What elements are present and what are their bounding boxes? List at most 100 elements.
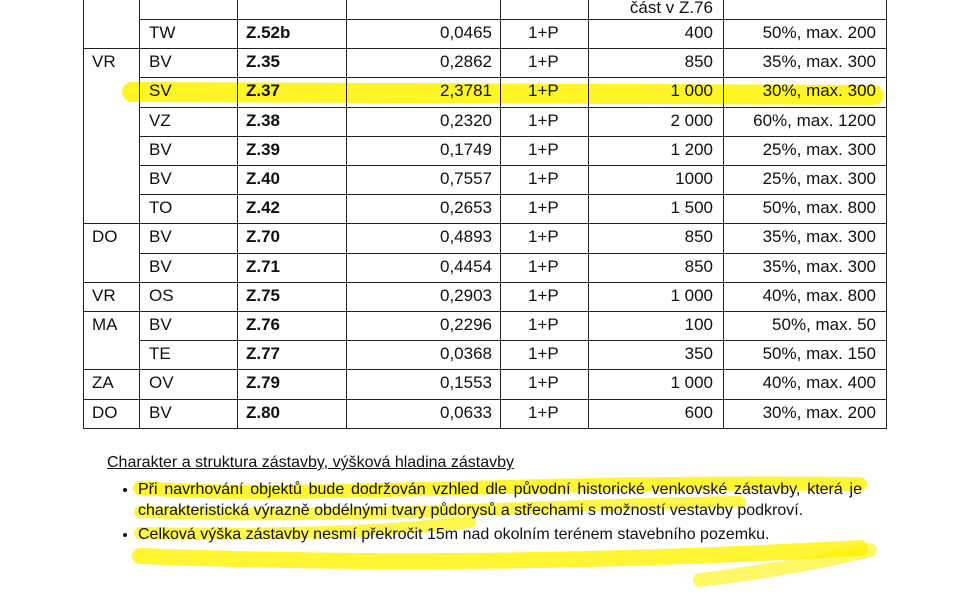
- cell-text: 1+P: [528, 81, 559, 101]
- cell-text: BV: [149, 169, 172, 188]
- table-line: [83, 0, 84, 428]
- cell-text: Z.70: [246, 227, 281, 247]
- table-line: [83, 311, 887, 312]
- cell-text: 1 000: [670, 81, 713, 101]
- cell-text: 0,0465: [440, 23, 492, 42]
- bullet: Celková výška zástavby nesmí překročit 1…: [138, 524, 862, 545]
- cell-text: 0,0633: [440, 402, 492, 422]
- cell-text: BV: [149, 315, 172, 334]
- cell-text: Z.79: [246, 373, 281, 393]
- table-line: [237, 0, 238, 428]
- table-line: [139, 194, 887, 196]
- cell-text: VR: [92, 285, 116, 305]
- cell-text: 30%, max. 200: [762, 402, 876, 422]
- cell-text: TO: [149, 198, 173, 218]
- cell-text: SV: [149, 81, 172, 101]
- cell-text: 1 200: [670, 139, 713, 159]
- cell-text: 1+P: [528, 169, 559, 188]
- cell-text: 0,4454: [440, 256, 492, 276]
- cell-text: Z.75: [246, 285, 281, 305]
- cell-text: ZA: [92, 373, 114, 393]
- table-line: [139, 252, 887, 254]
- bullet-list: Při navrhování objektů bude dodržován vz…: [113, 479, 862, 548]
- cell-text: 50%, max. 50: [772, 315, 876, 334]
- cell-text: 35%, max. 300: [762, 227, 876, 247]
- cell-text: 1+P: [528, 315, 559, 334]
- table-line: [139, 77, 887, 79]
- cell-text: MA: [92, 315, 118, 334]
- table-line: [886, 0, 887, 428]
- cell-text: DO: [92, 402, 118, 422]
- cell-text: 1+P: [528, 139, 559, 159]
- cell-text: 0,2653: [440, 198, 492, 218]
- cell-text: 1+P: [528, 23, 559, 42]
- table-line: [139, 106, 887, 108]
- table-line: [723, 0, 724, 428]
- cell-text: 100: [684, 315, 713, 334]
- cell-text: 25%, max. 300: [762, 139, 876, 159]
- cell-text: 350: [684, 344, 713, 364]
- cell-text: 1+P: [528, 110, 559, 130]
- cell-text: 1 000: [670, 373, 713, 393]
- cell-text: 40%, max. 400: [762, 373, 876, 393]
- table-line: [83, 223, 887, 225]
- table-line: [83, 398, 887, 400]
- cell-text: BV: [149, 256, 172, 276]
- cell-text: 0,1749: [440, 139, 492, 159]
- cell-text: 50%, max. 150: [762, 344, 876, 364]
- cell-text: 1 000: [670, 285, 713, 305]
- cell-text: 1 500: [670, 198, 713, 218]
- table-line: [588, 0, 589, 428]
- cell-text: 850: [684, 227, 713, 247]
- cell-text: 1000: [675, 169, 713, 188]
- cell-text: 35%, max. 300: [762, 52, 876, 72]
- cell-text: Z.76: [246, 315, 281, 334]
- cell-text: Z.71: [246, 256, 281, 276]
- cell-text: Z.40: [246, 169, 281, 188]
- cell-text: 600: [684, 402, 713, 422]
- cell-text: 60%, max. 1200: [753, 110, 876, 130]
- cell-text: 1+P: [528, 52, 559, 72]
- table-line: [83, 281, 887, 283]
- cell-text: 25%, max. 300: [762, 169, 876, 188]
- cell-text: 1+P: [528, 344, 559, 364]
- cell-text: 0,7557: [440, 169, 492, 188]
- cell-text: VR: [92, 52, 116, 72]
- bullet: Při navrhování objektů bude dodržován vz…: [138, 479, 862, 521]
- cell-text: OS: [149, 285, 174, 305]
- cell-text: Z.37: [246, 81, 281, 101]
- cell-text: Z.80: [246, 402, 281, 422]
- cell-text: 30%, max. 300: [762, 81, 876, 101]
- table-line: [500, 0, 501, 428]
- cell-text: Z.52b: [246, 23, 291, 42]
- section-heading: Charakter a struktura zástavby, výšková …: [107, 454, 514, 471]
- cell-text: 0,2862: [440, 52, 492, 72]
- cell-text: Z.39: [246, 139, 281, 159]
- cell-text: 1+P: [528, 402, 559, 422]
- cell-text: 35%, max. 300: [762, 256, 876, 276]
- cell-text: část v Z.76: [629, 0, 713, 17]
- table-line: [139, 340, 887, 342]
- cell-text: 1+P: [528, 373, 559, 393]
- table-line: [139, 135, 887, 137]
- cell-text: 0,2903: [440, 285, 492, 305]
- cell-text: 0,2296: [440, 315, 492, 334]
- cell-text: BV: [149, 139, 172, 159]
- cell-text: 0,4893: [440, 227, 492, 247]
- cell-text: 400: [684, 23, 713, 42]
- cell-text: OV: [149, 373, 174, 393]
- cell-text: Z.77: [246, 344, 281, 364]
- table-line: [139, 0, 140, 428]
- cell-text: 850: [684, 52, 713, 72]
- cell-text: Z.35: [246, 52, 281, 72]
- cell-text: TE: [149, 344, 171, 364]
- cell-text: 2 000: [670, 110, 713, 130]
- cell-text: VZ: [149, 110, 171, 130]
- cell-text: BV: [149, 52, 172, 72]
- cell-text: 1+P: [528, 285, 559, 305]
- cell-text: 40%, max. 800: [762, 285, 876, 305]
- cell-text: BV: [149, 402, 172, 422]
- cell-text: BV: [149, 227, 172, 247]
- cell-text: 1+P: [528, 256, 559, 276]
